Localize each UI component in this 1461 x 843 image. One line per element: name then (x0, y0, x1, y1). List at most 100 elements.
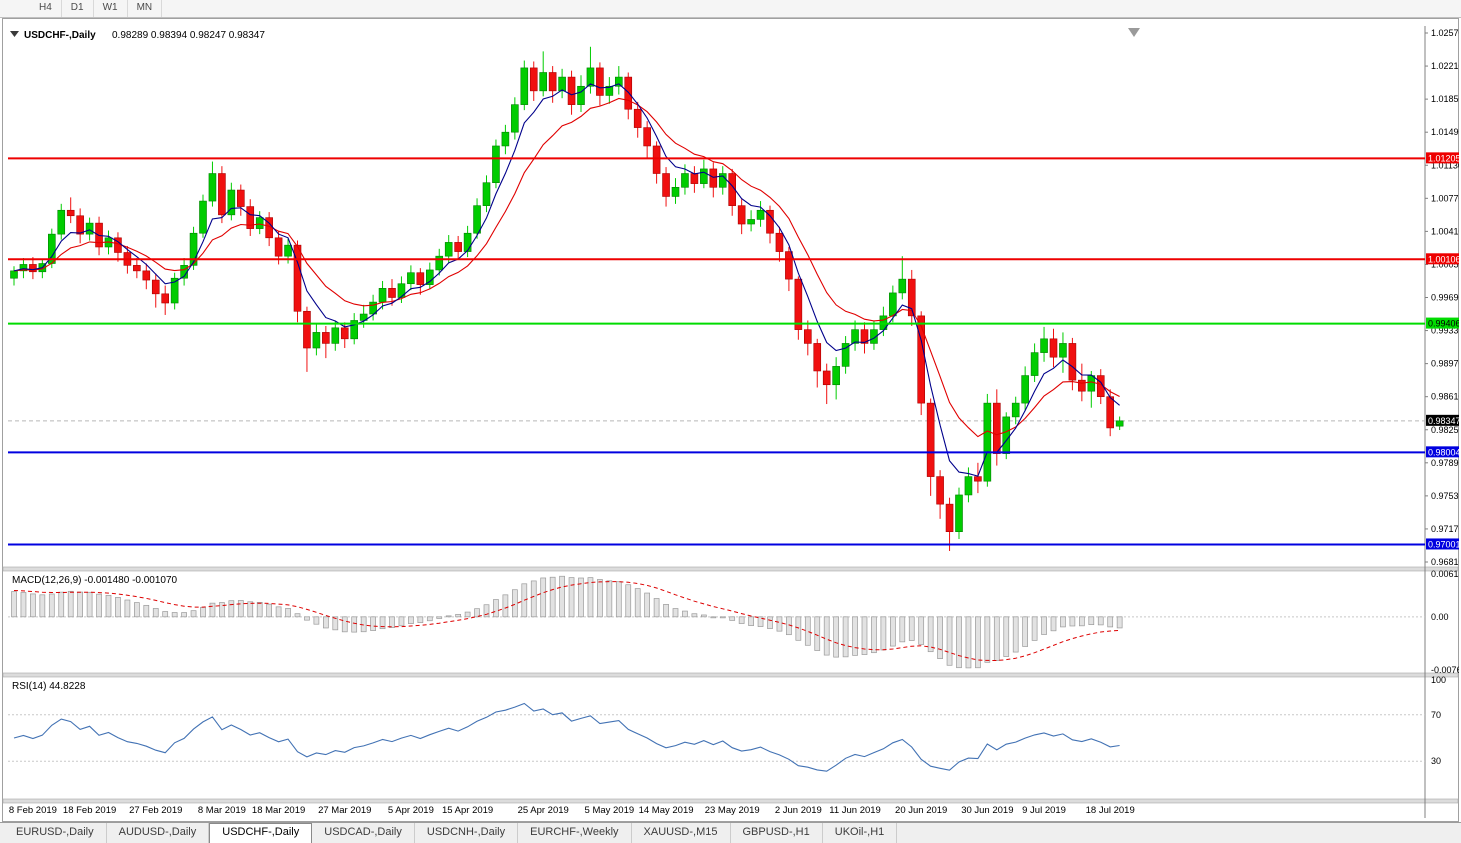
candle-body (728, 173, 737, 206)
time-axis-label: 8 Feb 2019 (9, 805, 57, 816)
candle-body (369, 301, 377, 315)
macd-histogram-bar (748, 616, 754, 626)
candle-body (1078, 379, 1086, 392)
candle-body (633, 108, 642, 128)
macd-histogram-bar (77, 591, 84, 618)
macd-histogram-bar (1003, 616, 1010, 657)
candle-body (29, 264, 37, 273)
candle-body (246, 206, 255, 229)
macd-histogram-bar (30, 593, 36, 618)
macd-signal-line (13, 581, 1120, 662)
macd-histogram-bar (757, 616, 764, 627)
candle-body (756, 209, 765, 220)
macd-histogram-bar (634, 588, 641, 618)
macd-histogram-bar (20, 592, 27, 618)
time-axis-label: 2 Jun 2019 (775, 805, 822, 816)
macd-histogram-bar (1107, 616, 1114, 628)
candle-body (690, 173, 699, 184)
candle-body (643, 127, 651, 147)
candle-body (255, 217, 264, 229)
macd-histogram-bar (502, 594, 509, 618)
candle-body (293, 244, 302, 312)
chart-canvas[interactable]: 1.02570 1.02210 1.01850 1.01490 1.01130 1.007… (2, 18, 1459, 822)
candle-body (189, 232, 198, 266)
timeframe-d1-button[interactable]: D1 (62, 0, 94, 17)
macd-histogram-bar (1088, 616, 1095, 625)
macd-histogram-bar (625, 584, 632, 618)
candle-body (274, 237, 283, 257)
timeframe-w1-button[interactable]: W1 (94, 0, 128, 17)
candle-body (614, 76, 623, 87)
macd-histogram-bar (918, 616, 925, 645)
candle-body (955, 494, 963, 532)
candle-body (681, 173, 689, 188)
macd-histogram-bar (1116, 616, 1123, 629)
macd-histogram-bar (266, 603, 272, 618)
candle-body (917, 315, 926, 404)
chart-tab-usdcnh-daily[interactable]: USDCNH-,Daily (415, 823, 519, 843)
chart-tab-eurchf-weekly[interactable]: EURCHF-,Weekly (518, 823, 632, 843)
chart-tab-gbpusd-h1[interactable]: GBPUSD-,H1 (731, 823, 823, 843)
time-axis-label: 27 Mar 2019 (318, 805, 371, 816)
macd-histogram-bar (379, 616, 386, 630)
price-axis-tick-label: 1.02570 (1431, 28, 1459, 38)
candle-body (218, 173, 226, 216)
rsi-axis-tick-label: 30 (1431, 756, 1441, 766)
chart-tab-eurusd-daily[interactable]: EURUSD-,Daily (4, 823, 107, 843)
macd-histogram-bar (48, 593, 55, 618)
macd-histogram-bar (1050, 616, 1057, 632)
rsi-axis-tick-label: 100 (1431, 675, 1446, 685)
macd-histogram-bar (190, 610, 197, 618)
resistance-price-label-text: 1.00106 (1428, 254, 1459, 264)
candle-body (57, 209, 66, 235)
candle-body (492, 145, 500, 183)
macd-histogram-bar (464, 611, 471, 618)
time-axis-label: 25 Apr 2019 (518, 805, 569, 816)
candle-body (425, 269, 434, 285)
timeframe-h4-button[interactable]: H4 (30, 0, 62, 17)
macd-histogram-bar (606, 580, 613, 618)
candle-body (964, 476, 973, 496)
candle-body (1049, 338, 1058, 358)
support-price-label-text: 0.98004 (1428, 447, 1459, 457)
chart-tab-xauusd-m15[interactable]: XAUUSD-,M15 (632, 823, 731, 843)
chart-tab-usdcad-daily[interactable]: USDCAD-,Daily (312, 823, 415, 843)
macd-histogram-bar (993, 616, 1000, 661)
macd-histogram-bar (445, 615, 452, 618)
time-axis-label: 18 Feb 2019 (63, 805, 116, 816)
chart-tab-ukoil-h1[interactable]: UKOil-,H1 (823, 823, 898, 843)
macd-histogram-bar (39, 594, 46, 618)
macd-axis-tick-label: 0.00 (1431, 612, 1449, 622)
macd-histogram-bar (474, 608, 480, 618)
candle-body (66, 209, 75, 217)
macd-histogram-bar (285, 608, 291, 618)
candle-body (737, 205, 746, 225)
macd-histogram-bar (956, 616, 962, 669)
macd-histogram-bar (228, 600, 235, 618)
macd-histogram-bar (237, 600, 244, 618)
candle-body (586, 67, 595, 87)
candle-body (1115, 420, 1124, 427)
candle-body (1087, 375, 1096, 392)
macd-histogram-bar (1041, 616, 1047, 635)
pivot-price-label-text: 0.99406 (1428, 319, 1459, 329)
macd-histogram-bar (540, 577, 547, 618)
chart-tab-usdchf-daily[interactable]: USDCHF-,Daily (209, 823, 313, 843)
candle-body (331, 327, 340, 344)
timeframe-mn-button[interactable]: MN (128, 0, 163, 17)
macd-histogram-bar (644, 592, 651, 618)
price-axis-tick-label: 0.96810 (1431, 557, 1459, 567)
candle-body (992, 402, 1001, 454)
macd-histogram-bar (115, 597, 121, 618)
price-axis-tick-label: 1.00410 (1431, 226, 1459, 236)
time-axis-label: 8 Mar 2019 (198, 805, 246, 816)
candle-body (463, 232, 472, 252)
candle-body (1021, 375, 1029, 404)
macd-histogram-bar (1097, 616, 1104, 626)
resistance-price-label-text: 1.01205 (1428, 153, 1459, 163)
candle-body (520, 67, 529, 105)
price-axis-tick-label: 1.01850 (1431, 94, 1459, 104)
chart-tab-audusd-daily[interactable]: AUDUSD-,Daily (107, 823, 210, 843)
macd-histogram-bar (568, 577, 575, 618)
macd-axis-tick-label: 0.00613 (1431, 569, 1459, 579)
